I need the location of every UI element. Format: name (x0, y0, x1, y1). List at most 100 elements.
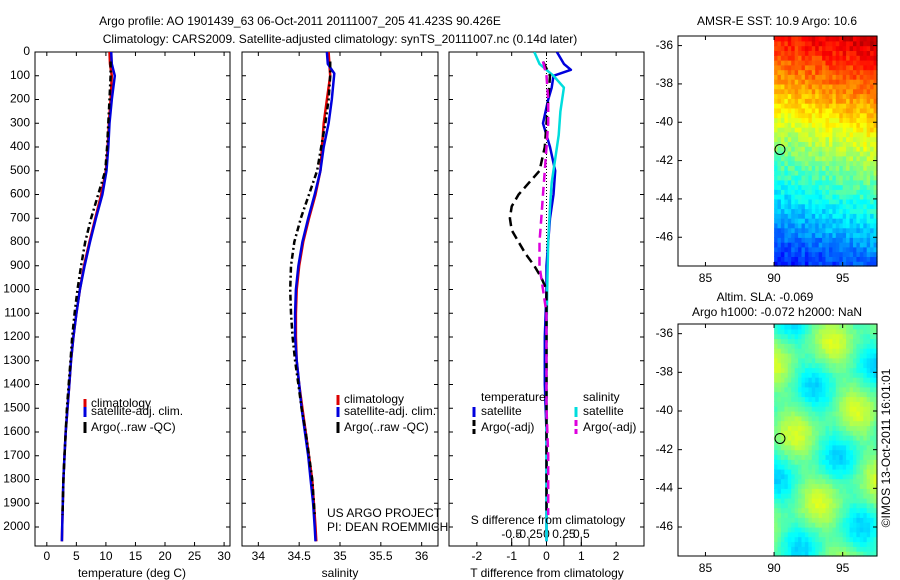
heatmap-cell (856, 536, 861, 543)
x-tick-label: 35.5 (369, 549, 393, 563)
heatmap-cell (808, 391, 813, 398)
heatmap-cell (801, 256, 806, 262)
heatmap-cell (859, 343, 864, 349)
heatmap-cell (870, 165, 875, 171)
heatmap-cell (839, 411, 844, 417)
heatmap-cell (856, 377, 861, 383)
heatmap-cell (870, 536, 875, 543)
heatmap-cell (839, 406, 844, 412)
heatmap-cell (822, 189, 827, 195)
heatmap-cell (856, 122, 861, 128)
heatmap-cell (873, 425, 878, 431)
heatmap-cell (870, 112, 875, 119)
heatmap-cell (815, 179, 820, 186)
heatmap-cell (846, 391, 851, 398)
heatmap-cell (853, 324, 857, 330)
heatmap-cell (832, 367, 837, 373)
heatmap-cell (863, 251, 868, 257)
heatmap-cell (811, 79, 816, 85)
heatmap-cell (870, 459, 875, 465)
heatmap-cell (777, 151, 782, 157)
heatmap-cell (825, 155, 830, 162)
heatmap-cell (811, 415, 816, 422)
heatmap-cell (808, 198, 813, 205)
heatmap-cell (784, 213, 789, 219)
heatmap-cell (835, 498, 840, 504)
heatmap-cell (839, 324, 844, 330)
heatmap-cell (829, 522, 833, 528)
heatmap-cell (784, 435, 789, 441)
heatmap-cell (829, 454, 833, 460)
heatmap-cell (791, 36, 796, 42)
heatmap-cell (804, 415, 809, 422)
heatmap-cell (853, 498, 857, 504)
heatmap-cell (804, 184, 809, 190)
heatmap-cell (870, 333, 875, 340)
heatmap-cell (866, 127, 871, 133)
heatmap-cell (873, 208, 878, 214)
heatmap-cell (815, 377, 820, 383)
heatmap-cell (870, 531, 875, 538)
heatmap-cell (859, 179, 864, 186)
heatmap-cell (808, 498, 813, 504)
heatmap-cell (842, 141, 847, 147)
heatmap-cell (873, 536, 878, 543)
heatmap-cell (859, 122, 864, 128)
heatmap-cell (822, 406, 827, 412)
heatmap-cell (822, 502, 827, 509)
heatmap-cell (863, 98, 868, 104)
heatmap-cell (784, 146, 789, 152)
heatmap-cell (777, 353, 782, 359)
heatmap-cell (873, 498, 878, 504)
heatmap-cell (863, 151, 868, 157)
heatmap-cell (784, 103, 789, 109)
sst-map: AMSR-E SST: 10.9 Argo: 10.6 85 90 95-36-38… (656, 14, 878, 285)
heatmap-cell (777, 45, 782, 51)
heatmap-cell (791, 435, 796, 441)
heatmap-cell (774, 527, 779, 533)
heatmap-cell (839, 213, 844, 219)
heatmap-cell (822, 469, 827, 475)
heatmap-cell (818, 343, 823, 349)
heatmap-cell (873, 50, 878, 56)
heatmap-cell (780, 411, 785, 417)
heatmap-cell (832, 391, 837, 398)
heatmap-cell (794, 40, 799, 47)
heatmap-cell (835, 391, 840, 398)
heatmap-cell (787, 122, 792, 128)
heatmap-cell (794, 83, 799, 90)
heatmap-cell (798, 232, 803, 238)
heatmap-cell (825, 198, 830, 205)
heatmap-cell (784, 522, 789, 528)
heatmap-cell (801, 420, 806, 427)
heatmap-cell (825, 507, 830, 514)
heatmap-cell (774, 435, 779, 441)
heatmap-cell (780, 444, 785, 451)
heatmap-cell (784, 498, 789, 504)
heatmap-cell (842, 184, 847, 190)
heatmap-cell (832, 502, 837, 509)
heatmap-cell (849, 88, 854, 95)
heatmap-cell (791, 546, 796, 552)
heatmap-cell (811, 122, 816, 128)
heatmap-cell (818, 522, 823, 528)
heatmap-cell (839, 473, 844, 480)
heatmap-cell (774, 117, 779, 123)
heatmap-cell (787, 357, 792, 364)
heatmap-cell (818, 473, 823, 480)
heatmap-cell (853, 459, 857, 465)
depth-tick-label: 100 (10, 68, 30, 82)
heatmap-cell (846, 175, 851, 181)
legend-label-satellite: satellite-adj. clim. (91, 404, 183, 418)
heatmap-cell (863, 415, 868, 422)
heatmap-cell (780, 469, 785, 475)
heatmap-cell (832, 127, 837, 133)
heatmap-cell (842, 88, 847, 95)
heatmap-cell (835, 478, 840, 485)
heatmap-cell (829, 131, 833, 138)
heatmap-cell (780, 401, 785, 407)
heatmap-cell (777, 218, 782, 224)
heatmap-cell (801, 527, 806, 533)
heatmap-cell (780, 112, 785, 119)
heatmap-cell (842, 246, 847, 253)
